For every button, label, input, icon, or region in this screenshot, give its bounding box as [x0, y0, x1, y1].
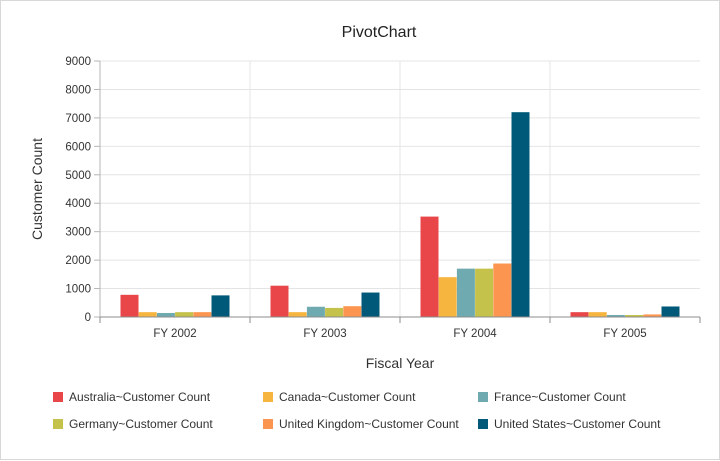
legend-label[interactable]: Australia~Customer Count — [69, 390, 211, 404]
y-tick-label: 2000 — [65, 255, 91, 267]
bar[interactable] — [661, 306, 680, 317]
bar[interactable] — [475, 268, 494, 317]
bar[interactable] — [493, 263, 512, 317]
bars — [120, 112, 680, 317]
legend-swatch[interactable] — [478, 419, 488, 429]
bar[interactable] — [643, 314, 662, 317]
x-tick-label: FY 2004 — [453, 328, 497, 340]
y-tick-label: 7000 — [65, 113, 91, 125]
axes: 0 1000 2000 3000 4000 5000 6000 7000 8000 9000 FY … — [65, 56, 701, 340]
legend-swatch[interactable] — [263, 392, 273, 402]
bar[interactable] — [120, 294, 139, 317]
chart-title: PivotChart — [342, 24, 417, 41]
bar[interactable] — [211, 295, 230, 317]
bar[interactable] — [511, 112, 530, 317]
bar[interactable] — [325, 307, 344, 317]
legend-label[interactable]: United Kingdom~Customer Count — [279, 417, 459, 431]
y-tick-label: 9000 — [65, 56, 91, 68]
bar[interactable] — [606, 315, 625, 317]
y-tick-label: 3000 — [65, 227, 91, 239]
bar[interactable] — [625, 315, 644, 317]
bar[interactable] — [270, 285, 289, 317]
legend-label[interactable]: Canada~Customer Count — [279, 390, 416, 404]
bar[interactable] — [588, 312, 607, 317]
bar[interactable] — [306, 306, 325, 317]
bar[interactable] — [175, 312, 194, 317]
bar[interactable] — [288, 312, 307, 317]
legend-swatch[interactable] — [263, 419, 273, 429]
grid-lines — [100, 60, 700, 317]
bar[interactable] — [420, 216, 439, 317]
bar[interactable] — [438, 277, 457, 317]
bar[interactable] — [570, 312, 589, 317]
legend-swatch[interactable] — [478, 392, 488, 402]
x-tick-label: FY 2002 — [153, 328, 196, 340]
bar[interactable] — [156, 313, 175, 317]
x-tick-label: FY 2005 — [603, 328, 646, 340]
y-tick-label: 6000 — [65, 141, 91, 153]
legend: Australia~Customer Count Canada~Customer … — [53, 390, 661, 431]
bar[interactable] — [138, 312, 157, 317]
y-tick-label: 0 — [85, 312, 91, 324]
y-tick-label: 1000 — [65, 284, 91, 296]
legend-swatch[interactable] — [53, 392, 63, 402]
legend-label[interactable]: Germany~Customer Count — [69, 417, 213, 431]
y-tick-label: 5000 — [65, 170, 91, 182]
bar[interactable] — [343, 306, 362, 317]
x-tick-label: FY 2003 — [303, 328, 346, 340]
bar[interactable] — [193, 312, 212, 317]
bar[interactable] — [361, 292, 380, 317]
x-axis-title: Fiscal Year — [366, 355, 435, 371]
legend-swatch[interactable] — [53, 419, 63, 429]
legend-label[interactable]: France~Customer Count — [494, 390, 626, 404]
y-axis-title: Customer Count — [29, 138, 45, 240]
y-tick-label: 4000 — [65, 198, 91, 210]
legend-label[interactable]: United States~Customer Count — [494, 417, 661, 431]
y-tick-label: 8000 — [65, 84, 91, 96]
bar[interactable] — [456, 268, 475, 317]
